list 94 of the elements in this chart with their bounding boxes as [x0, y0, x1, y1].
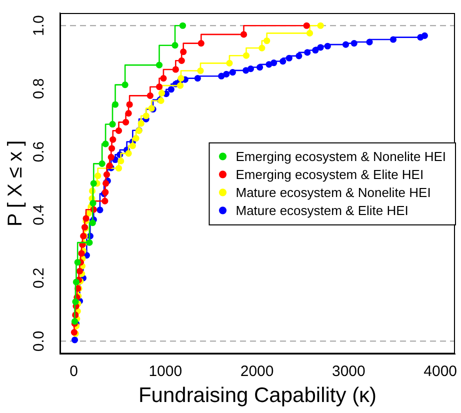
- point: [146, 92, 154, 99]
- point: [229, 69, 236, 76]
- legend-label: Emerging ecosystem & Elite HEI: [236, 166, 424, 182]
- point: [286, 54, 292, 62]
- point: [324, 42, 331, 50]
- point: [71, 336, 78, 344]
- point: [126, 101, 133, 108]
- point: [304, 49, 311, 56]
- point: [108, 154, 114, 161]
- point: [72, 298, 79, 306]
- point: [306, 30, 314, 36]
- point: [156, 84, 163, 90]
- legend-label: Mature ecosystem & Elite HEI: [236, 202, 408, 218]
- point: [160, 75, 167, 82]
- point: [115, 164, 122, 172]
- legend-label: Emerging ecosystem & Nonelite HEI: [236, 148, 446, 164]
- y-tick-label: 0.8: [30, 78, 48, 100]
- point: [125, 150, 132, 157]
- x-tick-label: 1000: [148, 362, 182, 380]
- x-axis-title: Fundraising Capability (κ): [138, 384, 377, 408]
- point: [303, 22, 310, 29]
- point: [103, 171, 110, 178]
- point: [264, 37, 270, 44]
- point: [223, 70, 230, 78]
- point: [86, 239, 93, 246]
- point: [112, 101, 119, 108]
- point: [280, 58, 286, 65]
- point: [72, 278, 80, 286]
- point: [197, 67, 204, 74]
- y-tick-label: 0.6: [30, 141, 48, 162]
- point: [98, 160, 106, 167]
- point: [109, 120, 116, 128]
- point: [122, 81, 128, 88]
- point: [258, 44, 266, 52]
- y-tick-label: 0.0: [30, 330, 48, 352]
- point: [194, 75, 201, 82]
- y-tick-label: 0.4: [30, 204, 48, 226]
- point: [178, 75, 184, 82]
- point: [342, 41, 350, 48]
- point: [89, 220, 96, 226]
- point: [168, 86, 174, 93]
- legend-label: Mature ecosystem & Nonelite HEI: [236, 184, 431, 200]
- point: [390, 36, 397, 43]
- point: [122, 118, 130, 126]
- x-tick-label: 2000: [240, 362, 274, 380]
- point: [102, 198, 108, 204]
- point: [350, 40, 358, 47]
- point: [132, 134, 140, 142]
- point: [76, 268, 84, 274]
- point: [172, 42, 178, 49]
- point: [90, 180, 97, 187]
- point: [156, 62, 163, 68]
- y-tick-label: 0.2: [30, 268, 48, 288]
- point: [226, 60, 233, 66]
- point: [90, 200, 96, 206]
- y-axis-title: P [ X ≤ x ]: [4, 140, 27, 226]
- x-tick-label: 3000: [332, 362, 366, 380]
- point: [240, 31, 248, 38]
- point: [172, 66, 179, 73]
- point: [270, 60, 278, 66]
- point: [178, 57, 185, 64]
- point: [102, 140, 109, 148]
- point: [115, 127, 122, 134]
- point: [108, 145, 116, 152]
- point: [94, 172, 102, 180]
- point: [106, 162, 113, 170]
- point: [179, 22, 186, 29]
- point: [82, 215, 90, 222]
- point: [317, 44, 324, 51]
- point: [366, 38, 373, 46]
- point: [102, 180, 110, 187]
- point: [74, 258, 81, 266]
- point: [142, 112, 150, 120]
- point: [242, 52, 250, 59]
- point: [421, 32, 428, 40]
- point: [138, 120, 144, 127]
- point: [180, 48, 187, 56]
- point: [158, 90, 166, 96]
- x-tick-label: 0: [70, 362, 78, 380]
- point: [176, 82, 184, 89]
- point: [247, 66, 254, 72]
- point: [118, 158, 124, 164]
- point: [125, 110, 132, 117]
- point: [96, 206, 104, 214]
- x-tick-label: 4000: [424, 362, 458, 380]
- point: [317, 22, 324, 29]
- y-tick-label: 1.0: [30, 15, 48, 36]
- point: [198, 40, 204, 47]
- point: [312, 46, 319, 54]
- point: [256, 64, 264, 71]
- point: [110, 136, 116, 143]
- point: [129, 142, 136, 150]
- point: [296, 52, 302, 60]
- point: [78, 250, 85, 257]
